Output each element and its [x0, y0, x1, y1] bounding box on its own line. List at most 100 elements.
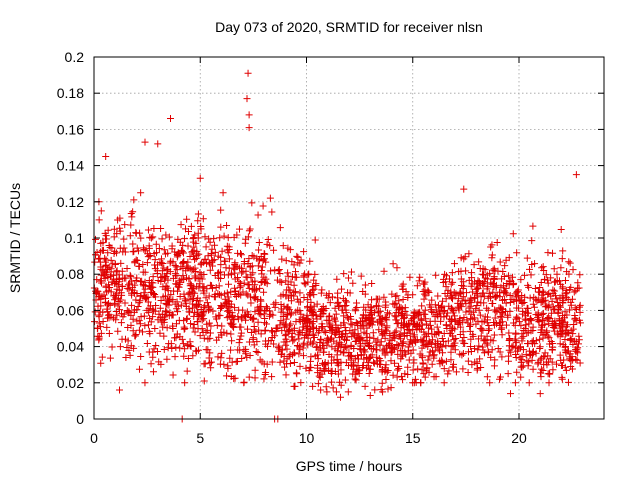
data-point	[517, 373, 525, 381]
data-point	[170, 334, 178, 342]
data-point	[278, 255, 286, 263]
data-point	[267, 310, 275, 318]
data-point	[431, 317, 439, 325]
data-point	[337, 393, 344, 401]
data-point	[206, 359, 214, 367]
x-tick-label: 10	[299, 430, 315, 446]
data-point	[235, 278, 243, 286]
data-point	[193, 282, 201, 290]
data-point	[544, 313, 552, 321]
data-point	[446, 275, 454, 283]
data-point	[409, 366, 417, 374]
data-point	[199, 329, 207, 337]
data-point	[422, 292, 430, 300]
data-point	[101, 229, 109, 237]
data-point	[461, 296, 469, 304]
data-point	[263, 304, 271, 312]
data-point	[564, 378, 572, 386]
data-point	[326, 312, 334, 320]
data-point	[420, 370, 428, 378]
data-point	[505, 281, 513, 289]
data-point	[243, 353, 251, 361]
data-point	[477, 293, 485, 301]
data-point	[480, 349, 488, 357]
data-point	[528, 260, 536, 268]
data-point	[459, 349, 467, 357]
data-point	[441, 306, 449, 314]
data-point	[397, 324, 405, 332]
data-point	[340, 349, 348, 357]
data-point	[518, 352, 526, 360]
data-point	[559, 285, 567, 293]
data-point	[261, 326, 269, 334]
data-point	[200, 377, 208, 385]
data-point	[352, 376, 360, 384]
data-point	[476, 311, 484, 319]
data-point	[377, 316, 385, 324]
data-point	[183, 367, 191, 375]
data-point	[346, 289, 354, 297]
data-point	[286, 359, 294, 367]
data-point	[163, 355, 171, 363]
data-point	[141, 138, 149, 146]
data-point	[181, 324, 189, 332]
data-point	[557, 362, 565, 370]
data-point	[350, 330, 358, 338]
data-point	[439, 297, 447, 305]
data-point	[466, 297, 474, 305]
data-point	[205, 354, 213, 362]
data-point	[502, 307, 510, 315]
data-point	[350, 344, 358, 352]
data-point	[467, 299, 475, 307]
data-point	[203, 326, 211, 334]
data-point	[206, 334, 214, 342]
data-point	[409, 333, 417, 341]
data-point	[531, 340, 539, 348]
data-point	[566, 336, 574, 344]
data-point	[226, 354, 234, 362]
data-point	[334, 298, 342, 306]
data-point	[375, 326, 383, 334]
data-point	[231, 374, 239, 382]
data-point	[506, 291, 514, 299]
data-point	[331, 304, 339, 312]
data-point	[160, 246, 168, 254]
data-point	[434, 328, 442, 336]
data-point	[546, 314, 554, 322]
data-point	[214, 269, 222, 277]
data-point	[493, 239, 501, 247]
data-point	[123, 284, 131, 292]
data-point	[310, 276, 318, 284]
data-point	[121, 221, 129, 229]
data-point	[149, 273, 157, 281]
data-point	[200, 271, 208, 279]
data-point	[468, 269, 476, 277]
data-point	[186, 282, 194, 290]
data-point	[492, 308, 500, 316]
data-point	[474, 317, 482, 325]
data-point	[190, 309, 198, 317]
data-point	[178, 335, 186, 343]
data-point	[194, 210, 202, 218]
data-point	[257, 330, 265, 338]
data-point	[224, 234, 232, 242]
data-point	[266, 194, 274, 202]
data-point	[92, 235, 100, 243]
data-point	[505, 342, 513, 350]
data-point	[290, 281, 298, 289]
data-point	[189, 288, 197, 296]
data-point	[106, 354, 114, 362]
data-point	[140, 246, 148, 254]
data-point	[210, 293, 218, 301]
data-point	[171, 300, 179, 308]
data-point	[450, 363, 458, 371]
data-point	[368, 306, 376, 314]
data-point	[467, 315, 475, 323]
data-point	[444, 370, 452, 378]
data-point	[99, 267, 107, 275]
data-point	[509, 230, 517, 238]
data-point	[279, 308, 287, 316]
y-tick-label: 0	[76, 411, 84, 427]
data-point	[120, 235, 128, 243]
data-point	[382, 361, 390, 369]
